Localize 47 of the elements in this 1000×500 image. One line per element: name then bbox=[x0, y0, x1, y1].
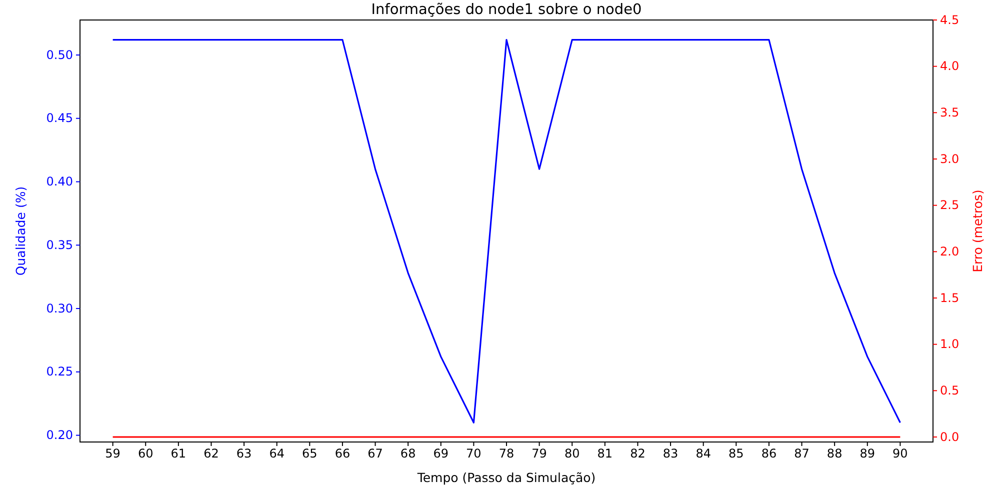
y2-axis-title: Erro (metros) bbox=[970, 190, 985, 272]
y-axis-title: Qualidade (%) bbox=[13, 186, 28, 276]
y-tick-label: 0.45 bbox=[46, 111, 73, 126]
x-tick-label: 63 bbox=[236, 446, 252, 461]
x-tick-label: 81 bbox=[597, 446, 613, 461]
y-tick-label: 0.25 bbox=[46, 364, 73, 379]
y-tick-label: 0.30 bbox=[46, 301, 73, 316]
x-axis-title: Tempo (Passo da Simulação) bbox=[416, 470, 596, 485]
line-series bbox=[112, 38, 901, 424]
y2-tick-label: 2.5 bbox=[940, 198, 960, 212]
x-tick-label: 59 bbox=[105, 446, 120, 461]
x-tick-label: 86 bbox=[761, 446, 777, 461]
y2-tick-label: 2.0 bbox=[940, 244, 960, 259]
y-tick-label: 0.40 bbox=[46, 174, 73, 189]
x-tick-label: 80 bbox=[564, 446, 580, 461]
y-tick-label: 0.20 bbox=[46, 428, 73, 442]
x-tick-label: 84 bbox=[696, 446, 711, 461]
x-tick-label: 66 bbox=[334, 446, 350, 461]
x-tick-label: 90 bbox=[892, 446, 908, 461]
x-tick-label: 83 bbox=[662, 446, 678, 461]
y2-tick-label: 3.5 bbox=[940, 106, 960, 120]
x-tick-label: 79 bbox=[532, 446, 547, 461]
y2-tick-label: 4.5 bbox=[940, 12, 960, 27]
x-tick-label: 88 bbox=[826, 446, 842, 461]
y2-tick-label: 0.5 bbox=[940, 384, 960, 398]
x-tick-label: 82 bbox=[630, 446, 646, 461]
x-tick-label: 68 bbox=[400, 446, 416, 461]
y-tick-label: 0.50 bbox=[46, 48, 73, 62]
x-tick-label: 78 bbox=[498, 446, 514, 461]
x-tick-label: 62 bbox=[204, 446, 219, 461]
x-tick-label: 87 bbox=[794, 446, 810, 461]
y2-tick-label: 0.0 bbox=[940, 430, 960, 444]
x-tick-label: 70 bbox=[466, 446, 482, 461]
x-tick-label: 61 bbox=[170, 446, 186, 461]
x-tick-label: 89 bbox=[860, 446, 876, 461]
x-tick-label: 65 bbox=[302, 446, 318, 461]
x-tick-label: 85 bbox=[728, 446, 744, 461]
y2-tick-label: 1.0 bbox=[940, 337, 960, 352]
x-tick-label: 60 bbox=[138, 446, 154, 461]
y2-tick-label: 3.0 bbox=[940, 152, 960, 166]
chart-title: Informações do node1 sobre o node0 bbox=[371, 2, 642, 18]
y-tick-label: 0.35 bbox=[46, 238, 73, 252]
x-tick-label: 64 bbox=[269, 446, 284, 461]
y2-tick-label: 4.0 bbox=[940, 59, 960, 74]
x-tick-label: 67 bbox=[368, 446, 383, 461]
x-tick-label: 69 bbox=[433, 446, 449, 461]
y2-tick-label: 1.5 bbox=[940, 290, 960, 305]
